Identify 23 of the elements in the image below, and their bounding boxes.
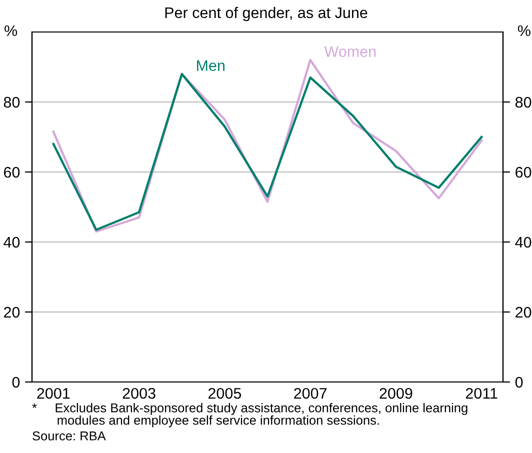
series-label: Women — [324, 46, 376, 57]
x-tick-label: 2007 — [294, 388, 327, 399]
y2-tick-label: 60 — [516, 166, 532, 178]
y-tick-label: 0 — [12, 376, 20, 388]
y2-tick-label: 40 — [515, 236, 532, 248]
y-tick-label: 40 — [4, 236, 20, 248]
series-label: Men — [197, 60, 224, 71]
x-tick-label: 2001 — [37, 388, 70, 399]
source-note: Source: RBA — [32, 431, 106, 440]
y2-axis-title: % — [518, 25, 530, 36]
y2-tick-label: 80 — [515, 96, 532, 108]
x-tick-label: 2011 — [466, 388, 498, 399]
x-tick-label: 2005 — [208, 388, 242, 399]
text: * Excludes Bank-sponsored study assistance, conferences, online learning modules and employee self service information sessions. — [32, 403, 468, 428]
chart-subtitle: Per cent of gender, as at June — [165, 6, 368, 22]
y-tick-label: 60 — [4, 166, 20, 178]
x-tick-label: 2003 — [122, 388, 156, 399]
y-tick-label: 80 — [4, 96, 20, 108]
y2-tick-label: 20 — [516, 306, 532, 318]
y-tick-label: 20 — [4, 306, 20, 318]
y-axis-title: % — [4, 25, 18, 36]
x-tick-label: 2009 — [380, 388, 412, 399]
y2-tick-label: 0 — [515, 376, 523, 388]
